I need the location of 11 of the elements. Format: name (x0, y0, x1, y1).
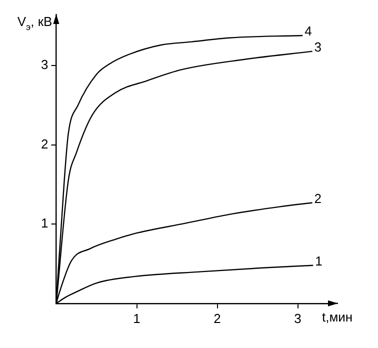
series-label: 3 (314, 39, 322, 54)
y-tick-label: 1 (40, 216, 48, 231)
series-label: 1 (315, 253, 322, 268)
series-label: 2 (314, 190, 322, 206)
series-label: 4 (304, 24, 312, 39)
x-tick-label: 3 (294, 310, 302, 326)
x-axis-title: t,мин (322, 309, 353, 324)
y-tick-label: 3 (40, 57, 48, 72)
y-tick-label: 2 (40, 136, 48, 152)
x-tick-label: 1 (133, 310, 140, 326)
x-tick-label: 2 (214, 310, 221, 326)
